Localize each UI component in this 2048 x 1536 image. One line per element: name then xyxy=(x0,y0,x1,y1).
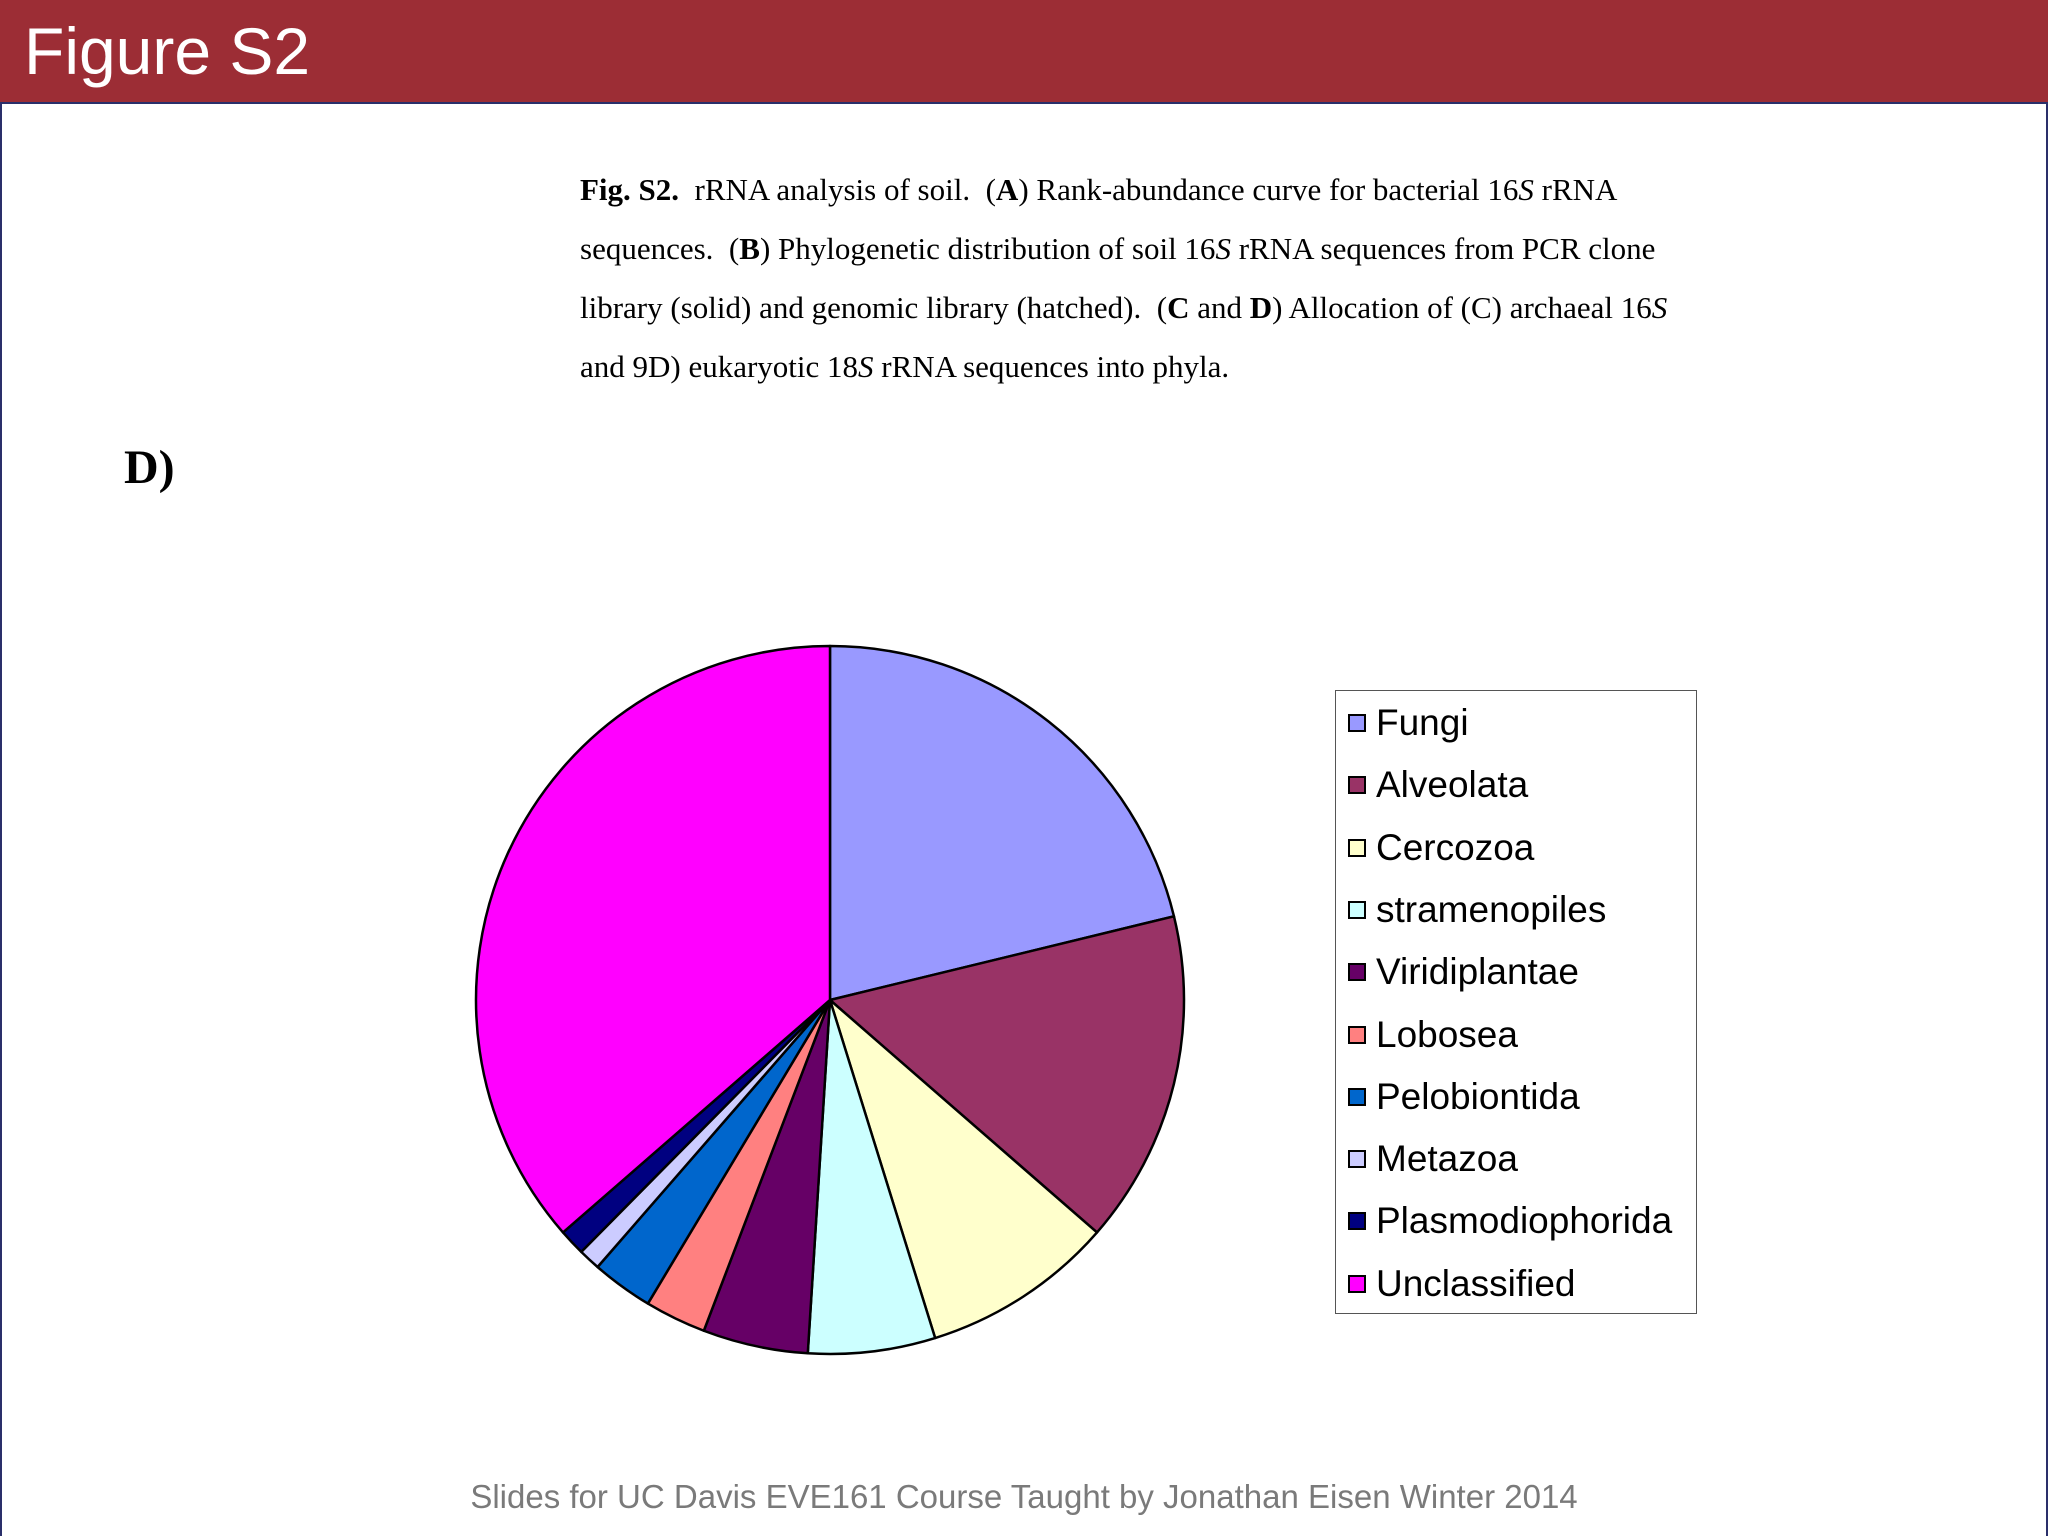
caption-text: and 9D) eukaryotic 18 xyxy=(580,349,859,384)
pie-slice-stramenopiles xyxy=(806,998,937,1356)
legend-item-stramenopiles: stramenopiles xyxy=(1348,888,1607,930)
caption-text: S xyxy=(1518,172,1534,207)
caption-text: S xyxy=(1215,231,1231,266)
caption-text: rRNA sequences into phyla. xyxy=(873,349,1230,384)
legend-swatch xyxy=(1348,838,1366,857)
legend-swatch xyxy=(1348,1087,1366,1106)
legend-swatch xyxy=(1348,714,1366,732)
caption-text: rRNA analysis of soil. ( xyxy=(679,172,996,207)
legend-item-fungi: Fungi xyxy=(1348,702,1469,743)
legend-item-unclassified: Unclassified xyxy=(1348,1262,1576,1304)
legend-item-cercozoa: Cercozoa xyxy=(1348,826,1535,868)
legend-label: Pelobiontida xyxy=(1376,1075,1580,1117)
caption-text: A xyxy=(995,172,1019,207)
caption-text: S xyxy=(1651,290,1668,325)
figure-caption: Fig. S2. rRNA analysis of soil. (A) Rank… xyxy=(580,160,1810,396)
caption-text: S xyxy=(858,349,874,384)
legend-label: Cercozoa xyxy=(1376,826,1535,868)
legend-swatch xyxy=(1348,1274,1366,1293)
legend-swatch xyxy=(1348,776,1366,795)
legend-item-plasmodiophorida: Plasmodiophorida xyxy=(1348,1200,1673,1242)
legend-item-metazoa: Metazoa xyxy=(1348,1138,1518,1180)
pie-slice-cercozoa xyxy=(828,998,1099,1340)
legend-label: Viridiplantae xyxy=(1376,951,1579,993)
legend-label: Lobosea xyxy=(1376,1013,1518,1055)
legend-item-alveolata: Alveolata xyxy=(1348,764,1529,806)
caption-text: ) Allocation of (C) archaeal 16 xyxy=(1272,290,1652,325)
panel-label: D) xyxy=(124,441,175,494)
chart-legend: Fungi Alveolata Cercozoa stramenopiles Virid… xyxy=(1335,690,1697,1314)
legend-label: Alveolata xyxy=(1376,764,1529,806)
caption-text: ) Phylogenetic distribution of soil 16 xyxy=(759,231,1216,266)
caption-text: D xyxy=(1249,290,1273,325)
pie-slice-alveolata xyxy=(828,915,1186,1234)
slide-title: Figure S2 xyxy=(24,14,311,88)
caption-text: rRNA sequences from PCR clone xyxy=(1230,231,1656,266)
legend-label: Metazoa xyxy=(1376,1138,1518,1180)
legend-item-lobosea: Lobosea xyxy=(1348,1013,1518,1055)
legend-swatch xyxy=(1348,900,1366,919)
legend-swatch xyxy=(1348,1150,1366,1169)
caption-text: Fig. S2. xyxy=(580,172,680,207)
caption-line: and 9D) eukaryotic 18S rRNA sequences in… xyxy=(580,337,1810,396)
caption-text: and xyxy=(1189,290,1250,325)
legend-swatch xyxy=(1348,1025,1366,1044)
pie-slice-unclassified xyxy=(474,644,832,1234)
legend-label: Plasmodiophorida xyxy=(1376,1200,1673,1242)
legend-label: Unclassified xyxy=(1376,1262,1576,1304)
caption-text: library (solid) and genomic library (hat… xyxy=(580,290,1168,325)
caption-text: B xyxy=(739,231,760,266)
caption-text: rRNA xyxy=(1533,172,1618,207)
pie-chart xyxy=(474,644,1186,1356)
caption-line: library (solid) and genomic library (hat… xyxy=(580,278,1810,337)
legend-label: stramenopiles xyxy=(1376,888,1607,930)
caption-line: Fig. S2. rRNA analysis of soil. (A) Rank… xyxy=(580,160,1810,219)
caption-text: C xyxy=(1167,290,1190,325)
caption-text: sequences. ( xyxy=(580,231,740,266)
slide-footer: Slides for UC Davis EVE161 Course Taught… xyxy=(470,1478,1578,1515)
legend-swatch xyxy=(1348,963,1366,982)
caption-text: ) Rank-abundance curve for bacterial 16 xyxy=(1018,172,1519,207)
legend-swatch xyxy=(1348,1212,1366,1231)
pie-slice-fungi xyxy=(828,644,1176,1002)
caption-line: sequences. (B) Phylogenetic distribution… xyxy=(580,219,1810,278)
slide-frame xyxy=(0,104,2048,1536)
legend-item-viridiplantae: Viridiplantae xyxy=(1348,951,1579,993)
title-bar: Figure S2 xyxy=(0,0,2048,104)
legend-label: Fungi xyxy=(1376,702,1469,743)
legend-item-pelobiontida: Pelobiontida xyxy=(1348,1075,1580,1117)
